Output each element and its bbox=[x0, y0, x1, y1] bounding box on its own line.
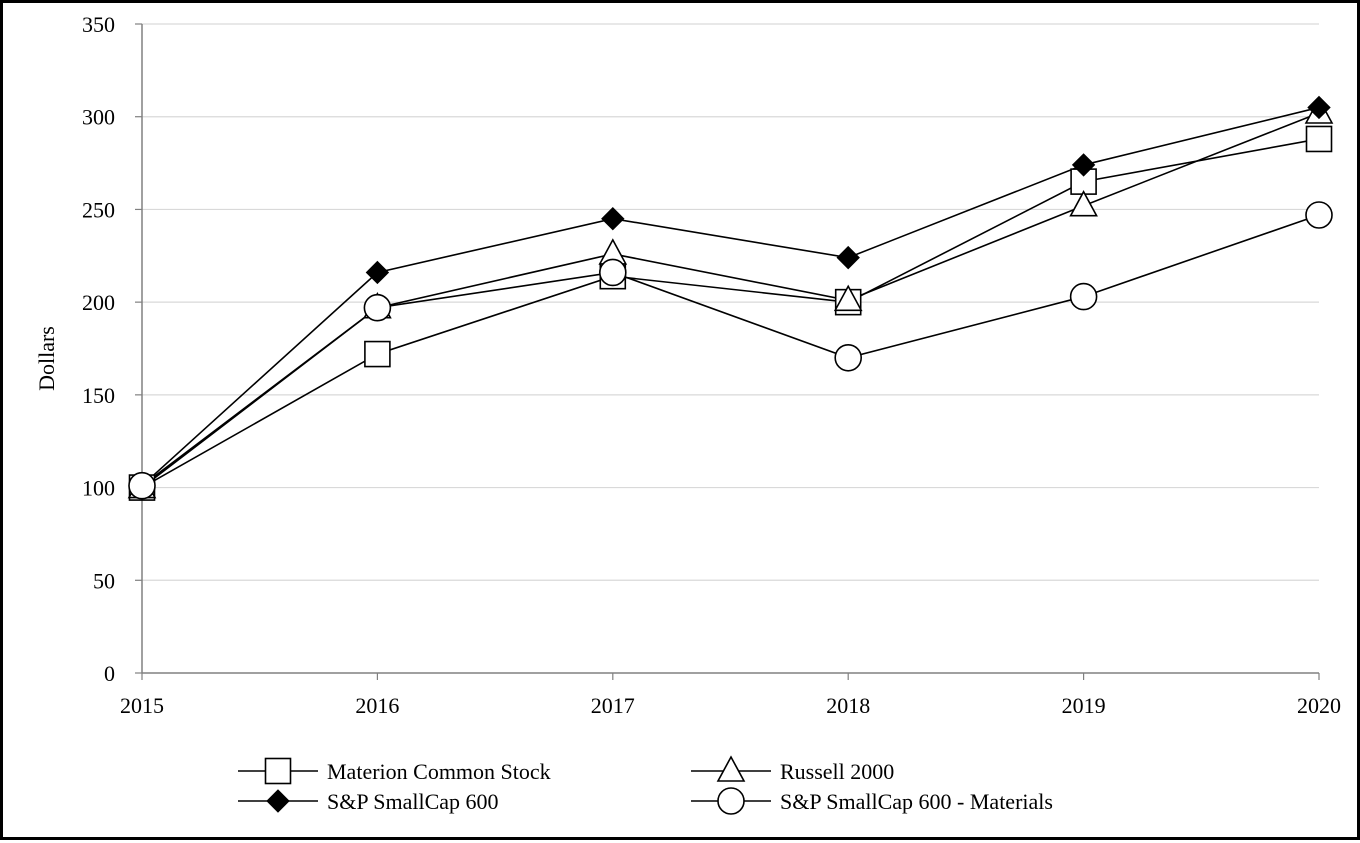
series-line-russell-2000 bbox=[141, 112, 1320, 489]
y-tick-label: 350 bbox=[82, 12, 115, 37]
y-tick-label: 250 bbox=[82, 197, 115, 222]
legend-label: S&P SmallCap 600 - Materials bbox=[780, 789, 1053, 814]
y-tick-label: 150 bbox=[82, 383, 115, 408]
data-point-s-p-smallcap-600-2017 bbox=[601, 206, 625, 231]
data-point-s-p-smallcap-600-materials-2017 bbox=[598, 258, 627, 287]
data-point-materion-common-stock-2020 bbox=[1305, 125, 1333, 153]
data-point-s-p-smallcap-600-2018 bbox=[836, 245, 860, 270]
series-line-s-p-smallcap-600-materials bbox=[141, 214, 1320, 487]
x-tick-label: 2020 bbox=[1297, 693, 1341, 718]
legend-label: S&P SmallCap 600 bbox=[327, 789, 499, 814]
y-axis-title: Dollars bbox=[34, 326, 59, 391]
data-point-materion-common-stock-2016 bbox=[364, 340, 391, 368]
y-tick-label: 300 bbox=[82, 105, 115, 130]
data-point-s-p-smallcap-600-2020 bbox=[1307, 95, 1331, 120]
x-tick-label: 2016 bbox=[355, 693, 399, 718]
data-point-s-p-smallcap-600-2019 bbox=[1071, 153, 1096, 177]
data-point-s-p-smallcap-600-materials-2019 bbox=[1069, 282, 1098, 311]
data-point-russell-2000-2019 bbox=[1069, 190, 1098, 217]
series-line-s-p-smallcap-600 bbox=[141, 106, 1320, 487]
y-tick-label: 0 bbox=[104, 661, 115, 686]
x-tick-label: 2015 bbox=[120, 693, 164, 718]
data-point-s-p-smallcap-600-2016 bbox=[365, 260, 390, 285]
data-point-russell-2000-2018 bbox=[833, 284, 863, 312]
legend-label: Materion Common Stock bbox=[327, 759, 551, 784]
legend-marker-russell-2000 bbox=[716, 755, 746, 782]
y-tick-label: 100 bbox=[82, 476, 115, 501]
data-point-s-p-smallcap-600-materials-2018 bbox=[834, 343, 863, 372]
legend-marker-s-p-smallcap-600-materials bbox=[717, 787, 745, 815]
x-tick-label: 2018 bbox=[826, 693, 870, 718]
legend-label: Russell 2000 bbox=[780, 759, 894, 784]
x-tick-label: 2019 bbox=[1062, 693, 1106, 718]
legend-marker-materion-common-stock bbox=[264, 757, 292, 785]
data-point-s-p-smallcap-600-materials-2016 bbox=[363, 293, 392, 322]
series-line-materion-common-stock bbox=[141, 138, 1320, 489]
y-tick-label: 200 bbox=[82, 290, 115, 315]
data-point-s-p-smallcap-600-materials-2020 bbox=[1305, 201, 1333, 229]
y-tick-label: 50 bbox=[93, 568, 115, 593]
line-chart: 0 50 100 150 200 250 300 350 2015 2016 2017 2018 201… bbox=[34, 12, 1341, 815]
legend-marker-s-p-smallcap-600 bbox=[266, 789, 290, 813]
x-tick-label: 2017 bbox=[591, 693, 635, 718]
data-point-s-p-smallcap-600-materials-2015 bbox=[128, 471, 156, 500]
